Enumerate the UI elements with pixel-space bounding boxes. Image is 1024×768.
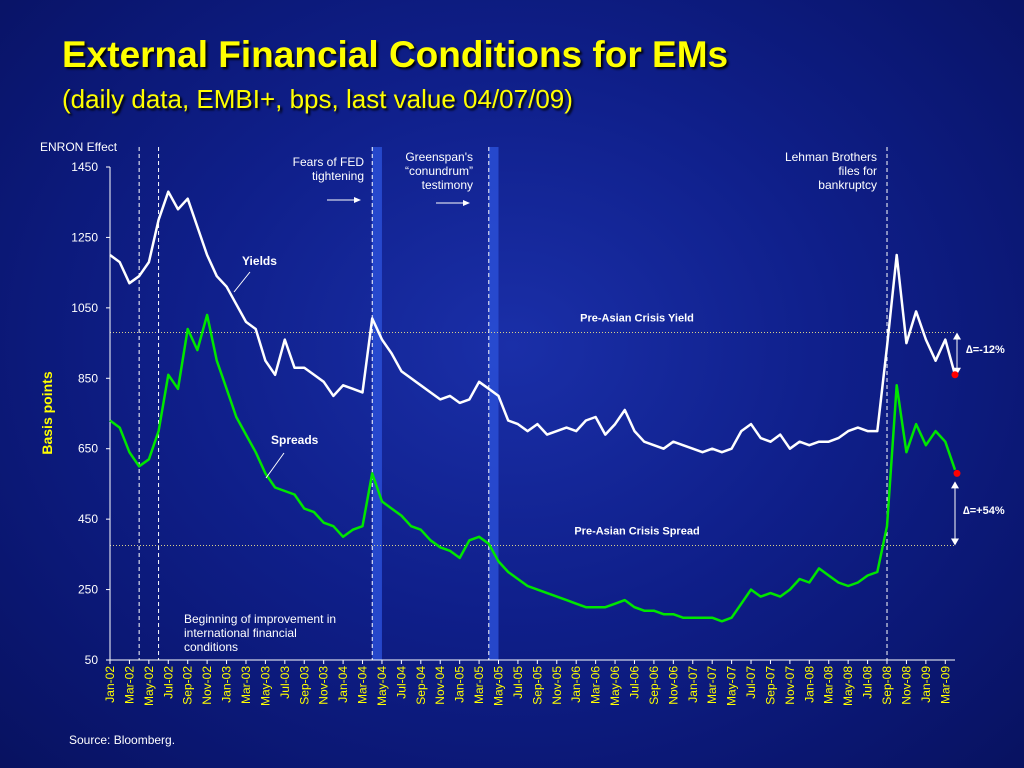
reference-lines: Pre-Asian Crisis Yield Pre-Asian Crisis S…	[110, 313, 955, 547]
highlight-bands	[372, 147, 499, 660]
enron-label: ENRON Effect	[40, 140, 118, 154]
x-tick-label: Jan-02	[103, 666, 117, 703]
x-tick-label: Jan-04	[336, 666, 350, 703]
y-tick-label: 1250	[71, 230, 98, 244]
x-tick-label: May-03	[258, 666, 272, 706]
x-tick-label: Sep-04	[414, 666, 428, 705]
x-tick-label: Jan-03	[220, 666, 234, 703]
last-value-markers	[951, 371, 961, 477]
x-tick-label: Nov-03	[317, 666, 331, 705]
x-tick-label: Nov-04	[433, 666, 447, 705]
x-tick-label: Mar-06	[589, 666, 603, 704]
x-tick-label: Nov-08	[899, 666, 913, 705]
greenspan-arrow	[436, 200, 470, 206]
spread-change-arrow	[951, 481, 959, 546]
yields-pointer	[233, 271, 251, 293]
yields-series-label: Yields	[242, 254, 277, 268]
series-line-yields	[109, 190, 957, 454]
change-arrows	[951, 332, 961, 546]
y-tick-label: 250	[78, 583, 98, 597]
x-tick-label: Jul-05	[511, 666, 525, 699]
x-tick-label: Sep-08	[880, 666, 894, 705]
y-ticks: 50 250 450 650 850 1050 1250 1450	[71, 160, 110, 667]
x-tick-label: Mar-03	[239, 666, 253, 704]
x-tick-label: Jan-05	[453, 666, 467, 703]
y-tick-label: 650	[78, 442, 98, 456]
x-tick-label: Jul-06	[627, 666, 641, 699]
x-tick-label: Sep-05	[530, 666, 544, 705]
improvement-label-line1: Beginning of improvement in	[184, 612, 336, 626]
y-axis-label: Basis points	[39, 371, 55, 454]
series-lines	[109, 190, 957, 623]
x-tick-label: Jan-07	[686, 666, 700, 703]
page-title: External Financial Conditions for EMs	[62, 34, 729, 75]
x-tick-label: Jul-08	[861, 666, 875, 699]
x-tick-label: Mar-04	[356, 666, 370, 704]
event-lines	[138, 147, 888, 660]
lehman-label-line3: bankruptcy	[818, 178, 877, 192]
greenspan-label-line2: “conundrum”	[405, 164, 473, 178]
y-tick-label: 1050	[71, 301, 98, 315]
x-tick-label: Jul-07	[744, 666, 758, 699]
axes	[109, 167, 955, 661]
x-tick-label: Jan-09	[919, 666, 933, 703]
spreads-pointer	[265, 452, 285, 479]
x-tick-label: Nov-02	[200, 666, 214, 705]
fed-label-line2: tightening	[312, 169, 364, 183]
series-line-spreads	[109, 313, 957, 623]
x-tick-label: Mar-02	[122, 666, 136, 704]
x-tick-label: May-04	[375, 666, 389, 706]
x-tick-label: Mar-07	[705, 666, 719, 704]
reference-line-label-2: Pre-Asian Crisis Spread	[574, 526, 699, 538]
y-tick-label: 850	[78, 371, 98, 385]
x-tick-label: May-02	[142, 666, 156, 706]
x-tick-label: Sep-02	[181, 666, 195, 705]
x-ticks: Jan-02 Mar-02 May-02 Jul-02 Sep-02 Nov-02 Jan-…	[103, 660, 952, 706]
y-tick-label: 1450	[71, 160, 98, 174]
x-tick-label: May-08	[841, 666, 855, 706]
y-tick-label: 450	[78, 512, 98, 526]
x-tick-label: Jan-06	[569, 666, 583, 703]
y-tick-label: 50	[85, 653, 99, 667]
x-tick-label: Nov-06	[666, 666, 680, 705]
x-tick-label: Mar-08	[822, 666, 836, 704]
lehman-label-line1: Lehman Brothers	[785, 150, 877, 164]
fed-label-line1: Fears of FED	[293, 155, 365, 169]
x-tick-label: Jul-04	[394, 666, 408, 699]
improvement-label-line2: international financial	[184, 626, 297, 640]
lehman-label-line2: files for	[838, 164, 877, 178]
fed-arrow	[327, 197, 361, 203]
annotations: ENRON Effect Fears of FED tightening Gre…	[40, 140, 1005, 654]
yield-last-value-marker	[951, 371, 959, 379]
spread-change-label: ∆=+54%	[963, 505, 1005, 517]
x-tick-label: May-07	[725, 666, 739, 706]
highlight-band-1	[372, 147, 382, 660]
reference-line-label-1: Pre-Asian Crisis Yield	[580, 313, 694, 325]
improvement-label-line3: conditions	[184, 640, 238, 654]
yield-change-arrow	[953, 332, 961, 375]
source-note: Source: Bloomberg.	[69, 733, 176, 747]
x-tick-label: Jan-08	[802, 666, 816, 703]
x-tick-label: May-05	[492, 666, 506, 706]
x-tick-label: Sep-06	[647, 666, 661, 705]
spread-last-value-marker	[953, 469, 961, 477]
yield-change-label: ∆=-12%	[966, 344, 1005, 356]
x-tick-label: Mar-09	[938, 666, 952, 704]
greenspan-label-line1: Greenspan's	[405, 150, 473, 164]
x-tick-label: Jul-03	[278, 666, 292, 699]
highlight-band-2	[488, 147, 499, 660]
x-tick-label: May-06	[608, 666, 622, 706]
page-subtitle: (daily data, EMBI+, bps, last value 04/0…	[62, 84, 573, 114]
x-tick-label: Nov-05	[550, 666, 564, 705]
greenspan-label-line3: testimony	[422, 178, 473, 192]
spreads-series-label: Spreads	[271, 433, 319, 447]
x-tick-label: Sep-03	[297, 666, 311, 705]
x-tick-label: Nov-07	[783, 666, 797, 705]
x-tick-label: Sep-07	[763, 666, 777, 705]
x-tick-label: Mar-05	[472, 666, 486, 704]
x-tick-label: Jul-02	[161, 666, 175, 699]
